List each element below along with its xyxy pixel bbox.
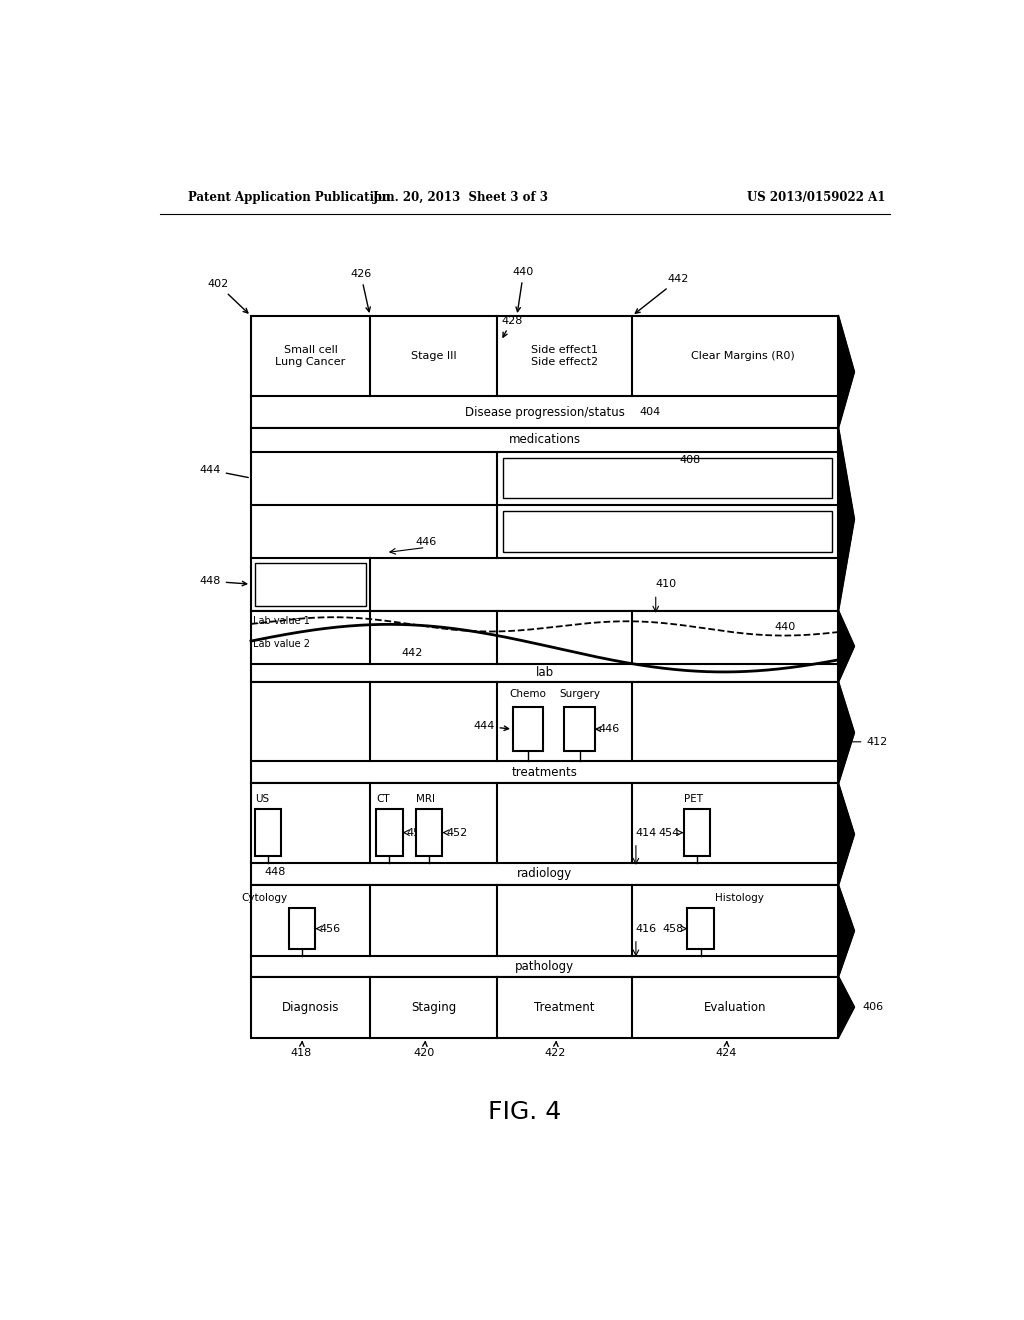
Text: Surgery: Surgery: [559, 689, 600, 700]
Text: 448: 448: [264, 867, 286, 876]
Text: 446: 446: [596, 725, 620, 734]
Text: 454: 454: [658, 828, 680, 838]
Text: 444: 444: [473, 721, 509, 731]
Text: 416: 416: [636, 924, 657, 933]
Text: PET: PET: [684, 793, 702, 804]
Text: 458: 458: [663, 924, 684, 933]
Bar: [513, 708, 543, 751]
Text: 456: 456: [319, 924, 340, 933]
Text: medication 3: medication 3: [274, 579, 347, 589]
Text: Cytology: Cytology: [242, 892, 288, 903]
Text: 402: 402: [207, 280, 248, 313]
Text: 446: 446: [415, 537, 436, 548]
Text: US 2013/0159022 A1: US 2013/0159022 A1: [748, 190, 886, 203]
Text: medication 1: medication 1: [631, 473, 705, 483]
Bar: [251, 682, 839, 784]
Text: US: US: [255, 793, 269, 804]
Text: medication 2: medication 2: [631, 527, 705, 536]
Text: 408: 408: [680, 454, 700, 465]
Bar: [251, 977, 839, 1038]
Text: 410: 410: [655, 579, 677, 589]
Polygon shape: [839, 682, 854, 784]
Text: MRI: MRI: [416, 793, 435, 804]
Text: Side effect1
Side effect2: Side effect1 Side effect2: [530, 346, 598, 367]
Text: 412: 412: [866, 737, 888, 747]
Text: Staging: Staging: [411, 1001, 456, 1014]
Polygon shape: [839, 886, 854, 977]
Text: Chemo: Chemo: [510, 689, 547, 700]
Bar: [255, 562, 367, 606]
Text: CT: CT: [377, 793, 390, 804]
Text: medications: medications: [509, 433, 581, 446]
Text: 420: 420: [414, 1041, 435, 1057]
Text: treatments: treatments: [512, 766, 578, 779]
Text: Treatment: Treatment: [535, 1001, 595, 1014]
Bar: [251, 611, 839, 682]
Bar: [504, 458, 831, 499]
Text: Evaluation: Evaluation: [703, 1001, 766, 1014]
Polygon shape: [839, 784, 854, 886]
Bar: [251, 315, 839, 428]
Text: Disease progression/status: Disease progression/status: [465, 405, 625, 418]
Bar: [564, 708, 595, 751]
Text: 442: 442: [635, 275, 689, 313]
Polygon shape: [839, 977, 854, 1038]
Text: Patent Application Publication: Patent Application Publication: [187, 190, 390, 203]
Text: Histology: Histology: [716, 892, 764, 903]
Text: FIG. 4: FIG. 4: [488, 1100, 561, 1123]
Polygon shape: [839, 611, 854, 682]
Bar: [251, 428, 839, 611]
Bar: [377, 809, 402, 857]
Text: 426: 426: [350, 269, 372, 312]
Text: 422: 422: [545, 1041, 566, 1057]
Text: 414: 414: [636, 828, 657, 838]
Text: Diagnosis: Diagnosis: [282, 1001, 339, 1014]
Text: 440: 440: [513, 267, 535, 312]
Text: 444: 444: [200, 465, 248, 478]
Text: Small cell
Lung Cancer: Small cell Lung Cancer: [275, 346, 346, 367]
Bar: [255, 809, 282, 857]
Polygon shape: [839, 315, 854, 428]
Bar: [504, 511, 831, 552]
Bar: [289, 908, 315, 949]
Text: Stage III: Stage III: [411, 351, 457, 362]
Text: pathology: pathology: [515, 960, 574, 973]
Text: 406: 406: [862, 1002, 884, 1012]
Text: 404: 404: [640, 407, 662, 417]
Text: Lab value 1: Lab value 1: [253, 616, 310, 626]
Bar: [684, 809, 710, 857]
Bar: [251, 784, 839, 886]
Text: 450: 450: [407, 828, 428, 838]
Text: Jun. 20, 2013  Sheet 3 of 3: Jun. 20, 2013 Sheet 3 of 3: [374, 190, 549, 203]
Bar: [687, 908, 714, 949]
Polygon shape: [839, 428, 854, 611]
Text: 424: 424: [715, 1041, 736, 1057]
Text: 442: 442: [401, 648, 423, 657]
Text: 418: 418: [291, 1041, 312, 1057]
Text: Lab value 2: Lab value 2: [253, 639, 310, 649]
Text: lab: lab: [536, 667, 554, 680]
Text: 440: 440: [775, 622, 796, 632]
Text: 448: 448: [200, 576, 247, 586]
Bar: [416, 809, 442, 857]
Text: 452: 452: [446, 828, 468, 838]
Text: Clear Margins (R0): Clear Margins (R0): [691, 351, 795, 362]
Text: radiology: radiology: [517, 867, 572, 880]
Bar: [251, 886, 839, 977]
Text: 428: 428: [501, 315, 522, 337]
